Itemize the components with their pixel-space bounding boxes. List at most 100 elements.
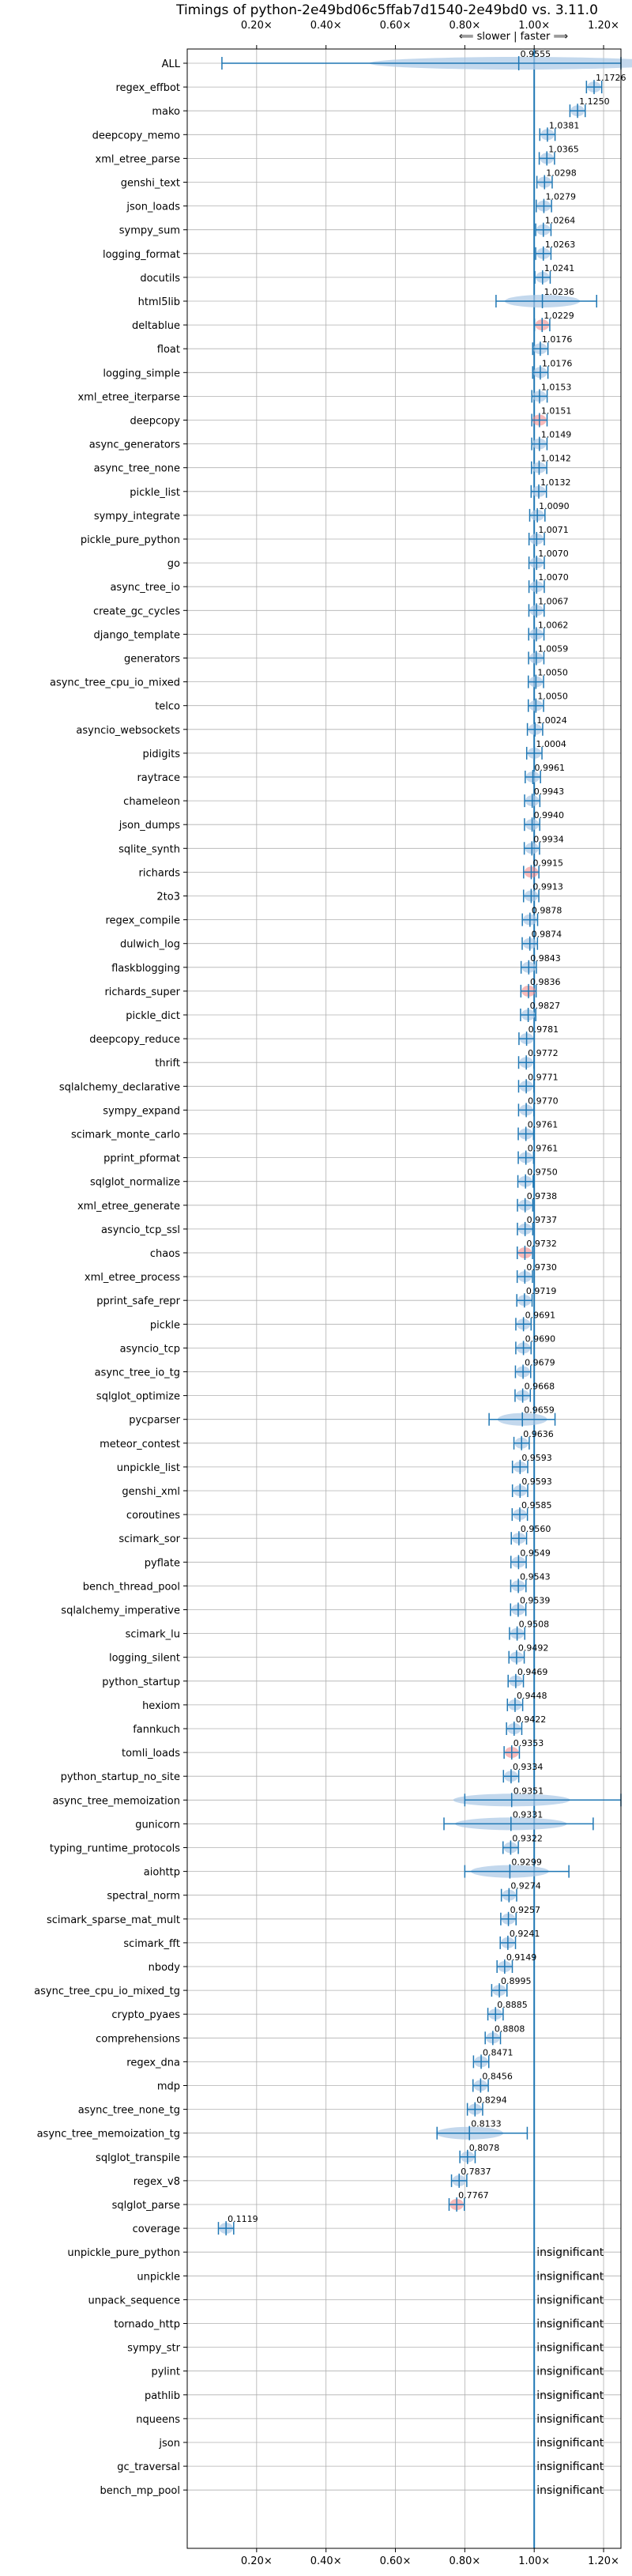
- value-label: 0.9691: [525, 1310, 556, 1320]
- value-label: 0.9940: [534, 810, 565, 820]
- insignificant-label: insignificant: [536, 2437, 604, 2450]
- value-label: 1.0229: [544, 311, 574, 321]
- benchmark-name: pathlib: [145, 2390, 180, 2402]
- benchmark-name: chameleon: [123, 796, 180, 808]
- x-tick-label-top: 1.00×: [518, 20, 550, 32]
- x-tick-label-top: 0.80×: [449, 20, 480, 32]
- benchmark-name: regex_dna: [126, 2057, 180, 2069]
- benchmark-name: comprehensions: [96, 2033, 180, 2045]
- benchmark-name: async_tree_io: [110, 582, 180, 594]
- insignificant-label: insignificant: [536, 2413, 604, 2426]
- benchmark-name: pickle_pure_python: [81, 534, 180, 546]
- benchmark-name: unpickle: [137, 2271, 180, 2283]
- value-label: 0.9593: [521, 1477, 552, 1487]
- value-label: 0.9636: [523, 1429, 554, 1439]
- value-label: 0.9149: [506, 1952, 537, 1963]
- x-tick-label-bottom: 0.20×: [241, 2555, 273, 2567]
- x-tick-label-bottom: 1.20×: [588, 2555, 619, 2567]
- benchmark-name: deltablue: [132, 320, 180, 332]
- benchmark-name: sympy_integrate: [94, 511, 180, 522]
- benchmark-name: go: [167, 558, 180, 570]
- value-label: 0.8885: [497, 2000, 528, 2010]
- x-tick-label-bottom: 0.80×: [449, 2555, 480, 2567]
- benchmark-name: pickle_dict: [126, 1010, 180, 1022]
- value-label: 1.1250: [579, 96, 610, 107]
- insignificant-label: insignificant: [536, 2318, 604, 2331]
- value-label: 0.8808: [495, 2023, 525, 2034]
- value-label: 0.9679: [525, 1358, 555, 1368]
- insignificant-label: insignificant: [536, 2342, 604, 2355]
- value-label: 0.9913: [532, 882, 563, 892]
- value-label: 1.0263: [545, 239, 576, 250]
- benchmark-name: sqlglot_transpile: [96, 2152, 180, 2164]
- insignificant-label: insignificant: [536, 2246, 604, 2259]
- value-label: 0.9257: [510, 1905, 541, 1915]
- value-label: 0.8471: [483, 2047, 514, 2057]
- value-label: 0.9659: [524, 1405, 555, 1416]
- benchmark-name: async_tree_io_tg: [95, 1367, 180, 1379]
- value-label: 1.0067: [538, 596, 569, 606]
- benchmark-name: richards: [139, 867, 181, 879]
- value-label: 1.0132: [540, 477, 571, 488]
- benchmark-name: regex_effbot: [115, 82, 180, 94]
- value-label: 1.0365: [548, 144, 579, 154]
- value-label: 1.0024: [536, 715, 567, 726]
- value-label: 1.0070: [538, 572, 569, 583]
- benchmark-name: sqlalchemy_declarative: [59, 1081, 180, 1093]
- benchmark-name: flaskblogging: [111, 963, 180, 975]
- benchmark-name: async_tree_memoization: [52, 1795, 180, 1807]
- value-label: 1.0149: [541, 430, 572, 440]
- benchmark-name: coroutines: [126, 1510, 180, 1522]
- benchmark-name: async_tree_cpu_io_mixed_tg: [34, 1986, 180, 1997]
- benchmark-name: django_template: [94, 629, 180, 641]
- benchmark-name: logging_simple: [103, 368, 180, 379]
- value-label: 0.9555: [521, 49, 551, 59]
- insignificant-label: insignificant: [536, 2366, 604, 2378]
- value-label: 0.8133: [471, 2119, 502, 2129]
- insignificant-label: insignificant: [536, 2294, 604, 2306]
- benchmark-name: docutils: [140, 273, 180, 285]
- value-label: 0.9668: [525, 1382, 555, 1392]
- benchmark-name: typing_runtime_protocols: [50, 1843, 180, 1855]
- benchmark-name: deepcopy_memo: [92, 130, 180, 141]
- value-label: 0.9508: [519, 1620, 550, 1630]
- benchmark-name: richards_super: [104, 986, 180, 998]
- benchmark-name: aiohttp: [144, 1867, 180, 1879]
- value-label: 1.0151: [541, 406, 572, 417]
- benchmark-name: json: [158, 2438, 180, 2450]
- value-label: 0.9836: [530, 977, 561, 987]
- value-label: 1.0381: [549, 120, 580, 130]
- data-marks: 0.9555 1.1726 1.1250 1.0381 1.0365 1.0298 1.02…: [217, 49, 632, 2548]
- value-label: 1.0279: [545, 192, 576, 202]
- benchmark-name: 2to3: [156, 892, 180, 903]
- value-label: 0.9771: [528, 1072, 559, 1082]
- benchmark-name: gc_traversal: [117, 2461, 180, 2473]
- benchmark-name: pprint_safe_repr: [96, 1296, 180, 1307]
- value-label: 0.9299: [511, 1858, 542, 1868]
- benchmark-name: html5lib: [138, 296, 180, 308]
- benchmark-name: scimark_sor: [118, 1533, 180, 1545]
- insignificant-label: insignificant: [536, 2484, 604, 2497]
- value-label: 0.9732: [526, 1239, 557, 1249]
- benchmark-name: gunicorn: [135, 1819, 180, 1831]
- benchmark-name: sympy_sum: [119, 225, 180, 237]
- benchmark-name: ALL: [162, 58, 181, 70]
- benchmark-name: mdp: [157, 2081, 180, 2093]
- benchmark-name: asyncio_websockets: [76, 725, 180, 737]
- value-label: 1.1726: [596, 73, 626, 83]
- x-tick-label-bottom: 1.00×: [518, 2555, 550, 2567]
- value-label: 1.0071: [538, 525, 569, 535]
- value-label: 0.9781: [529, 1024, 559, 1035]
- value-label: 0.7767: [458, 2190, 489, 2201]
- benchmark-name: scimark_sparse_mat_mult: [47, 1914, 180, 1926]
- chart-title: Timings of python-2e49bd06c5ffab7d1540-2…: [175, 2, 598, 18]
- value-label: 0.8995: [501, 1976, 532, 1986]
- benchmark-name: tomli_loads: [122, 1748, 180, 1759]
- benchmark-name: mako: [152, 106, 180, 118]
- value-label: 1.0176: [542, 358, 573, 368]
- benchmark-name: unpickle_list: [117, 1462, 180, 1474]
- benchmark-name: async_tree_cpu_io_mixed: [50, 677, 180, 689]
- value-label: 0.8456: [482, 2072, 513, 2082]
- insignificant-label: insignificant: [536, 2270, 604, 2283]
- value-label: 1.0153: [541, 382, 572, 392]
